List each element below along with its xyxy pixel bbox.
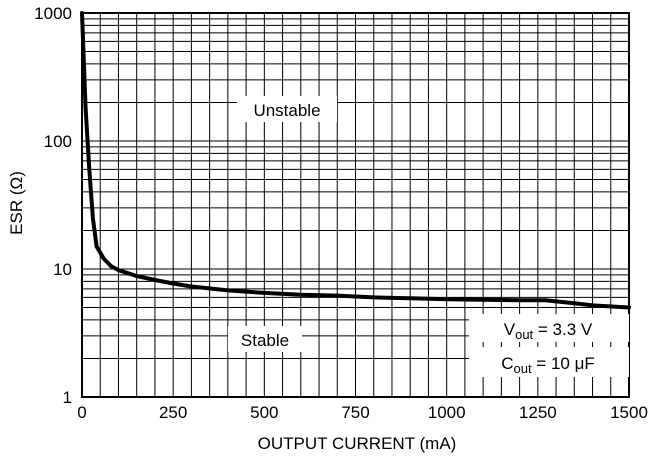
y-tick-label: 100 (44, 132, 72, 151)
x-axis-label: OUTPUT CURRENT (mA) (258, 434, 457, 453)
cout-label-bg (469, 347, 629, 377)
y-tick-label: 1 (63, 388, 72, 407)
x-tick-label: 250 (159, 403, 187, 422)
x-tick-label: 1000 (428, 403, 466, 422)
cout-label: Cout = 10 μF (501, 354, 595, 376)
x-tick-label: 750 (341, 403, 369, 422)
tick-labels: 0 250 500 750 1000 1250 1500 1 10 100 1000 (34, 4, 648, 422)
vout-label-bg (469, 314, 629, 342)
esr-curve (80, 11, 631, 310)
x-tick-label: 0 (77, 403, 86, 422)
x-tick-label: 500 (250, 403, 278, 422)
y-axis-label: ESR (Ω) (7, 171, 26, 235)
plot-frame (81, 12, 630, 398)
stable-label: Stable (241, 331, 289, 350)
unstable-label-bg (237, 96, 337, 122)
y-tick-label: 1000 (34, 4, 72, 23)
y-tick-label: 10 (53, 260, 72, 279)
curve-layer (80, 11, 631, 310)
stable-label-bg (228, 326, 302, 352)
unstable-label: Unstable (253, 101, 320, 120)
vout-label: Vout = 3.3 V (504, 320, 593, 342)
x-tick-label: 1250 (519, 403, 557, 422)
x-tick-label: 1500 (610, 403, 648, 422)
